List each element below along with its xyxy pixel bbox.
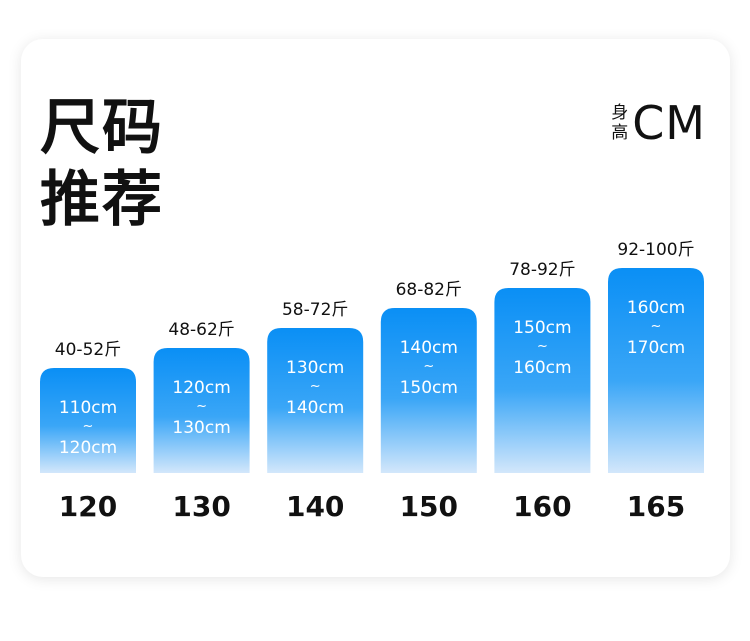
bar-160 — [494, 288, 591, 473]
page-title: 尺码 推荐 — [40, 92, 164, 236]
height-range-to-160: 160cm — [513, 358, 571, 378]
weight-label-130: 48-62斤 — [168, 320, 234, 340]
unit-label: 身 高 — [611, 103, 628, 143]
height-range-sep-130: ~ — [196, 399, 207, 414]
bar-130 — [153, 348, 250, 473]
category-label-165: 165 — [627, 490, 685, 523]
category-label-130: 130 — [172, 490, 230, 523]
category-label-140: 140 — [286, 490, 344, 523]
height-range-from-150: 140cm — [400, 338, 458, 358]
height-range-from-120: 110cm — [59, 398, 117, 418]
weight-label-160: 78-92斤 — [509, 260, 575, 280]
bar-165 — [608, 268, 704, 473]
height-range-sep-140: ~ — [310, 379, 321, 394]
height-range-sep-150: ~ — [423, 359, 434, 374]
height-range-to-120: 120cm — [59, 438, 117, 458]
height-range-to-130: 130cm — [172, 418, 230, 438]
unit-label-line-1: 身 — [611, 103, 629, 123]
height-range-sep-160: ~ — [537, 339, 548, 354]
category-label-120: 120 — [59, 490, 117, 523]
height-range-from-130: 120cm — [172, 378, 230, 398]
height-range-from-160: 150cm — [513, 318, 571, 338]
height-range-to-140: 140cm — [286, 398, 344, 418]
height-range-from-165: 160cm — [627, 298, 685, 318]
weight-label-120: 40-52斤 — [55, 340, 121, 360]
weight-label-150: 68-82斤 — [396, 280, 462, 300]
weight-label-165: 92-100斤 — [617, 240, 694, 260]
height-range-to-150: 150cm — [400, 378, 458, 398]
title-line-1: 尺码 — [40, 93, 164, 163]
title-line-2: 推荐 — [40, 165, 164, 235]
height-range-sep-120: ~ — [83, 419, 94, 434]
weight-label-140: 58-72斤 — [282, 300, 348, 320]
unit-label-line-2: 高 — [611, 123, 629, 143]
unit-value: CM — [632, 96, 706, 150]
bar-120 — [40, 368, 136, 473]
height-range-sep-165: ~ — [651, 319, 662, 334]
height-range-from-140: 130cm — [286, 358, 344, 378]
category-label-160: 160 — [513, 490, 571, 523]
height-range-to-165: 170cm — [627, 338, 685, 358]
bar-140 — [267, 328, 364, 473]
bar-150 — [380, 308, 477, 473]
category-label-150: 150 — [400, 490, 458, 523]
unit-indicator: 身 高 CM — [611, 98, 706, 148]
